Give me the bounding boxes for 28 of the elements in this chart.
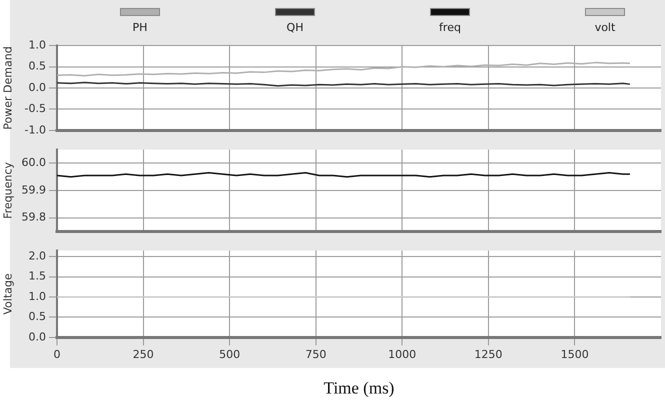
y-tick-label: -0.5 bbox=[24, 102, 46, 116]
y-axis-title: Voltage bbox=[1, 273, 14, 315]
y-axis-title: Frequency bbox=[1, 162, 14, 219]
x-tick-label: 500 bbox=[219, 348, 240, 361]
y-tick-label: 0.0 bbox=[28, 330, 46, 344]
y-tick-label: 0.5 bbox=[28, 310, 46, 324]
x-tick-label: 250 bbox=[132, 348, 154, 361]
legend-label: PH bbox=[132, 21, 148, 34]
y-tick-label: -1.0 bbox=[24, 123, 46, 136]
y-tick-label: 1.5 bbox=[28, 270, 46, 283]
legend-label: volt bbox=[594, 21, 616, 34]
legend-label: QH bbox=[286, 21, 304, 34]
y-tick-label: 1.0 bbox=[28, 290, 46, 303]
y-tick-label: 59.8 bbox=[22, 210, 46, 224]
x-tick-label: 750 bbox=[305, 348, 326, 361]
x-axis-title: Time (ms) bbox=[324, 378, 394, 398]
x-tick-label: 1000 bbox=[388, 348, 416, 361]
y-tick-label: 2.0 bbox=[28, 250, 46, 263]
x-tick-label: 1500 bbox=[560, 348, 589, 361]
y-tick-label: 1.0 bbox=[28, 38, 46, 52]
y-tick-label: 0.0 bbox=[28, 80, 46, 94]
x-tick-label: 0 bbox=[54, 348, 60, 361]
y-tick-label: 59.9 bbox=[22, 183, 46, 196]
y-tick-label: 60.0 bbox=[22, 156, 46, 170]
y-axis-title: Power Demand bbox=[1, 46, 14, 130]
x-tick-label: 1250 bbox=[474, 348, 502, 361]
y-tick-label: 0.5 bbox=[28, 60, 46, 73]
legend-label: freq bbox=[438, 21, 462, 34]
